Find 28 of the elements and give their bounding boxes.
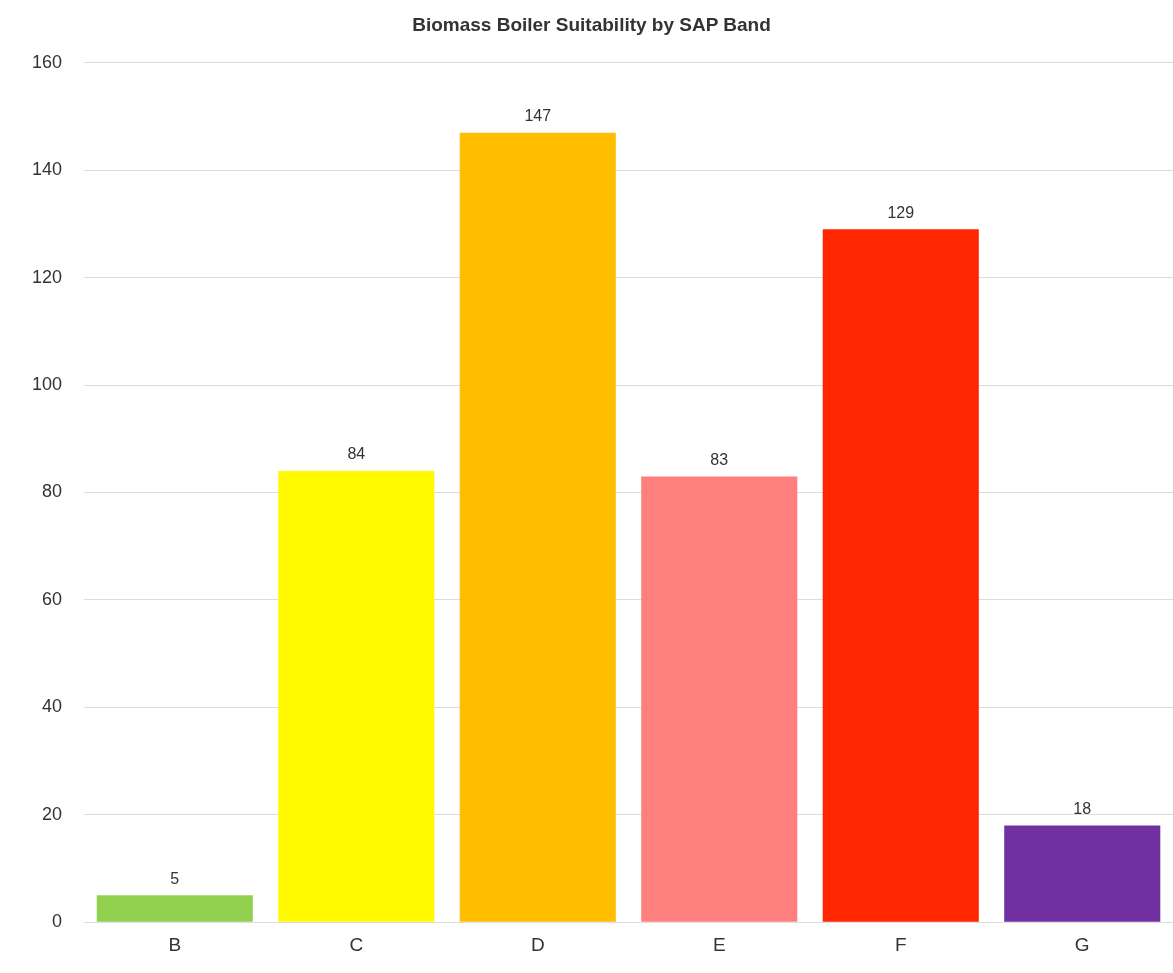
x-tick-label: D	[530, 933, 545, 955]
y-tick-label: 100	[31, 374, 63, 395]
data-label: 5	[170, 869, 180, 887]
data-label: 18	[1073, 799, 1092, 817]
bar	[278, 471, 435, 922]
y-tick-label: 120	[31, 266, 63, 287]
data-label: 83	[710, 450, 729, 468]
bar	[1004, 825, 1161, 922]
chart-title: Biomass Boiler Suitability by SAP Band	[412, 13, 771, 35]
bar	[641, 476, 798, 922]
bar	[822, 229, 979, 922]
y-tick-label: 20	[42, 803, 63, 824]
x-tick-label: C	[349, 933, 364, 955]
y-tick-label: 160	[31, 51, 63, 72]
y-tick-label: 60	[42, 588, 63, 609]
data-label: 84	[347, 445, 366, 463]
x-tick-label: F	[894, 933, 907, 955]
y-tick-label: 140	[31, 159, 63, 180]
bar	[459, 132, 616, 922]
data-label: 147	[524, 107, 552, 125]
y-tick-label: 40	[42, 696, 63, 717]
x-tick-label: G	[1074, 933, 1090, 955]
x-tick-label: B	[168, 933, 182, 955]
bar	[96, 895, 253, 922]
y-tick-label: 80	[42, 481, 63, 502]
x-tick-label: E	[712, 933, 726, 955]
y-tick-label: 0	[52, 911, 63, 932]
data-label: 129	[887, 203, 915, 221]
